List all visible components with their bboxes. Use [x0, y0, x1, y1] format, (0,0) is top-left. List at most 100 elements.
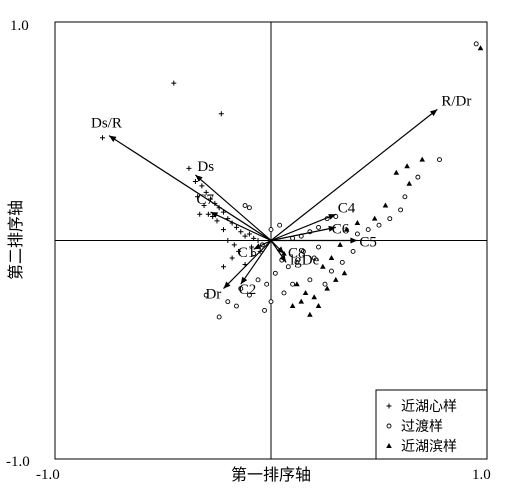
- data-point-triangle-marker: [333, 276, 339, 282]
- data-point-triangle-marker: [354, 220, 361, 226]
- data-point-triangle-marker: [343, 226, 350, 232]
- data-point-plus-marker: [203, 189, 209, 195]
- data-point-plus-marker: [171, 80, 177, 86]
- y-tick-bottom: -1.0: [6, 454, 30, 470]
- data-point-plus-marker: [199, 183, 205, 189]
- data-point-triangle-marker: [298, 298, 305, 304]
- data-point-plus-marker: [186, 165, 192, 171]
- vector-arrowhead-r-dr: [429, 109, 438, 117]
- data-point-plus-marker: [246, 231, 252, 237]
- vector-arrowhead-c6: [328, 225, 336, 232]
- y-axis-title: 第二排序轴: [6, 200, 25, 280]
- vector-arrowhead-c5: [350, 237, 358, 244]
- vector-label-ds: Ds: [197, 159, 214, 175]
- data-point-triangle-marker: [382, 202, 389, 208]
- data-point-plus-marker: [201, 203, 207, 209]
- vector-label-c4: C4: [338, 200, 356, 216]
- vector-arrowhead-c4: [328, 214, 336, 220]
- data-point-triangle-marker: [311, 294, 317, 300]
- data-point-circle-marker: [242, 203, 248, 208]
- legend-marker-plus-marker: [386, 403, 392, 409]
- data-point-circle-marker: [285, 264, 291, 270]
- vector-line-c2: [240, 240, 272, 285]
- data-point-circle-marker: [316, 244, 321, 250]
- data-point-circle-marker: [251, 251, 257, 257]
- data-point-plus-marker: [100, 135, 106, 141]
- data-point-plus-marker: [220, 227, 226, 233]
- vector-label-lgde: lgDe: [290, 252, 320, 268]
- data-point-triangle-marker: [477, 45, 484, 51]
- data-point-circle-marker: [272, 270, 278, 276]
- data-point-circle-marker: [376, 222, 382, 228]
- vector-arrowhead-ds: [195, 174, 203, 182]
- data-point-circle-marker: [316, 224, 321, 230]
- vector-arrowhead-ds-r: [109, 135, 117, 142]
- data-point-triangle-marker: [307, 311, 313, 317]
- vector-label-c8: C8: [288, 246, 306, 262]
- data-point-circle-marker: [415, 174, 421, 180]
- data-point-plus-marker: [238, 229, 244, 235]
- legend-label: 近湖心样: [401, 399, 457, 415]
- data-point-circle-marker: [268, 299, 274, 305]
- data-point-triangle-marker: [404, 163, 410, 169]
- data-point-triangle-marker: [289, 303, 296, 309]
- data-point-circle-marker: [233, 303, 239, 309]
- data-point-circle-marker: [365, 227, 371, 233]
- vector-arrowhead-c1: [253, 243, 262, 250]
- data-point-plus-marker: [231, 242, 237, 248]
- data-point-circle-marker: [354, 231, 360, 237]
- vector-arrowhead-c7: [210, 212, 219, 218]
- data-point-triangle-marker: [302, 289, 309, 295]
- data-point-circle-marker: [262, 307, 267, 313]
- vector-line-c7: [210, 211, 272, 242]
- data-point-triangle-marker: [294, 281, 300, 287]
- vector-label-c5: C5: [359, 235, 377, 251]
- data-point-plus-marker: [251, 235, 257, 241]
- legend-label: 过渡样: [401, 419, 443, 435]
- data-point-circle-marker: [387, 216, 393, 222]
- data-point-circle-marker: [329, 268, 334, 274]
- vector-label-c2: C2: [239, 282, 257, 298]
- data-point-circle-marker: [398, 207, 404, 213]
- data-point-circle-marker: [339, 259, 345, 265]
- data-point-triangle-marker: [371, 215, 378, 221]
- vector-label-r-dr: R/Dr: [441, 93, 471, 109]
- legend-box: [375, 389, 488, 460]
- data-point-plus-marker: [197, 211, 203, 217]
- vector-arrowhead-lgde: [279, 254, 287, 263]
- vector-arrowhead-dr: [223, 281, 231, 289]
- data-point-circle-marker: [238, 286, 244, 292]
- y-tick-top: 1.0: [10, 18, 29, 34]
- data-point-triangle-marker: [315, 303, 322, 309]
- data-point-triangle-marker: [328, 254, 335, 260]
- x-tick-right: 1.0: [472, 467, 491, 483]
- sample-points: [100, 41, 484, 320]
- data-point-circle-marker: [281, 290, 287, 296]
- data-point-plus-marker: [195, 194, 201, 200]
- data-point-circle-marker: [322, 281, 328, 287]
- vector-label-c7: C7: [197, 192, 215, 208]
- vector-arrowhead-c2: [240, 276, 248, 285]
- data-point-circle-marker: [307, 277, 313, 283]
- data-point-circle-marker: [402, 194, 408, 200]
- data-point-plus-marker: [214, 218, 220, 224]
- data-point-plus-marker: [220, 264, 226, 270]
- data-point-circle-marker: [255, 277, 261, 283]
- data-point-triangle-marker: [393, 169, 400, 175]
- data-point-plus-marker: [192, 179, 198, 185]
- legend-marker-triangle-marker: [386, 443, 392, 448]
- data-point-triangle-marker: [341, 270, 348, 276]
- data-point-plus-marker: [236, 248, 242, 254]
- data-point-circle-marker: [350, 248, 356, 254]
- legend-label: 近湖滨样: [401, 439, 457, 455]
- data-point-plus-marker: [205, 211, 211, 217]
- data-point-plus-marker: [210, 213, 216, 219]
- data-point-circle-marker: [216, 314, 222, 320]
- vector-line-c6: [270, 226, 336, 242]
- data-point-plus-marker: [218, 111, 224, 117]
- data-point-plus-marker: [233, 224, 239, 230]
